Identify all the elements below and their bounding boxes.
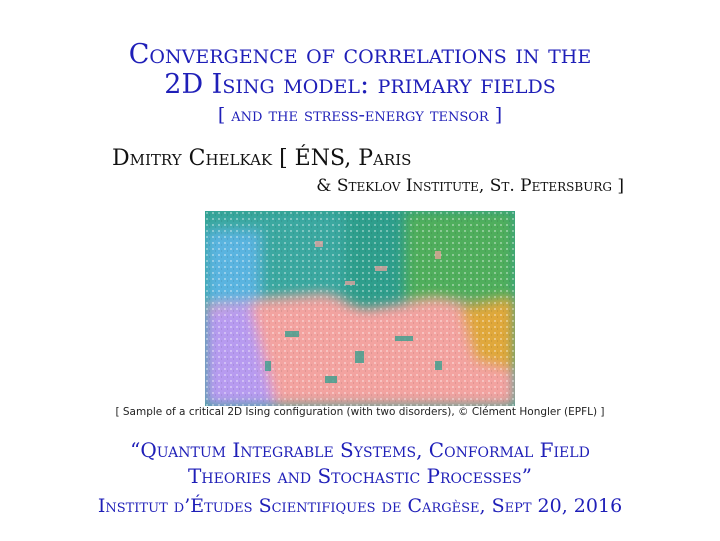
title-line-2: 2D Ising model: primary fields [164, 69, 556, 100]
conference-line-1: “Quantum Integrable Systems, Conformal F… [130, 438, 590, 462]
conference-name: “Quantum Integrable Systems, Conformal F… [0, 437, 720, 489]
presentation-subtitle: [ and the stress-energy tensor ] [217, 104, 503, 126]
presentation-title: Convergence of correlations in the 2D Is… [0, 40, 720, 100]
conference-line-2: Theories and Stochastic Processes” [188, 464, 532, 488]
venue-date: Institut d’Études Scientifiques de Cargè… [97, 495, 623, 517]
author-name: Dmitry Chelkak [ ÉNS, Paris [112, 146, 412, 171]
ising-configuration-image [205, 211, 515, 406]
figure-caption: [ Sample of a critical 2D Ising configur… [115, 406, 605, 418]
author-affiliation: & Steklov Institute, St. Petersburg ] [316, 176, 624, 196]
title-line-1: Convergence of correlations in the [128, 39, 592, 70]
